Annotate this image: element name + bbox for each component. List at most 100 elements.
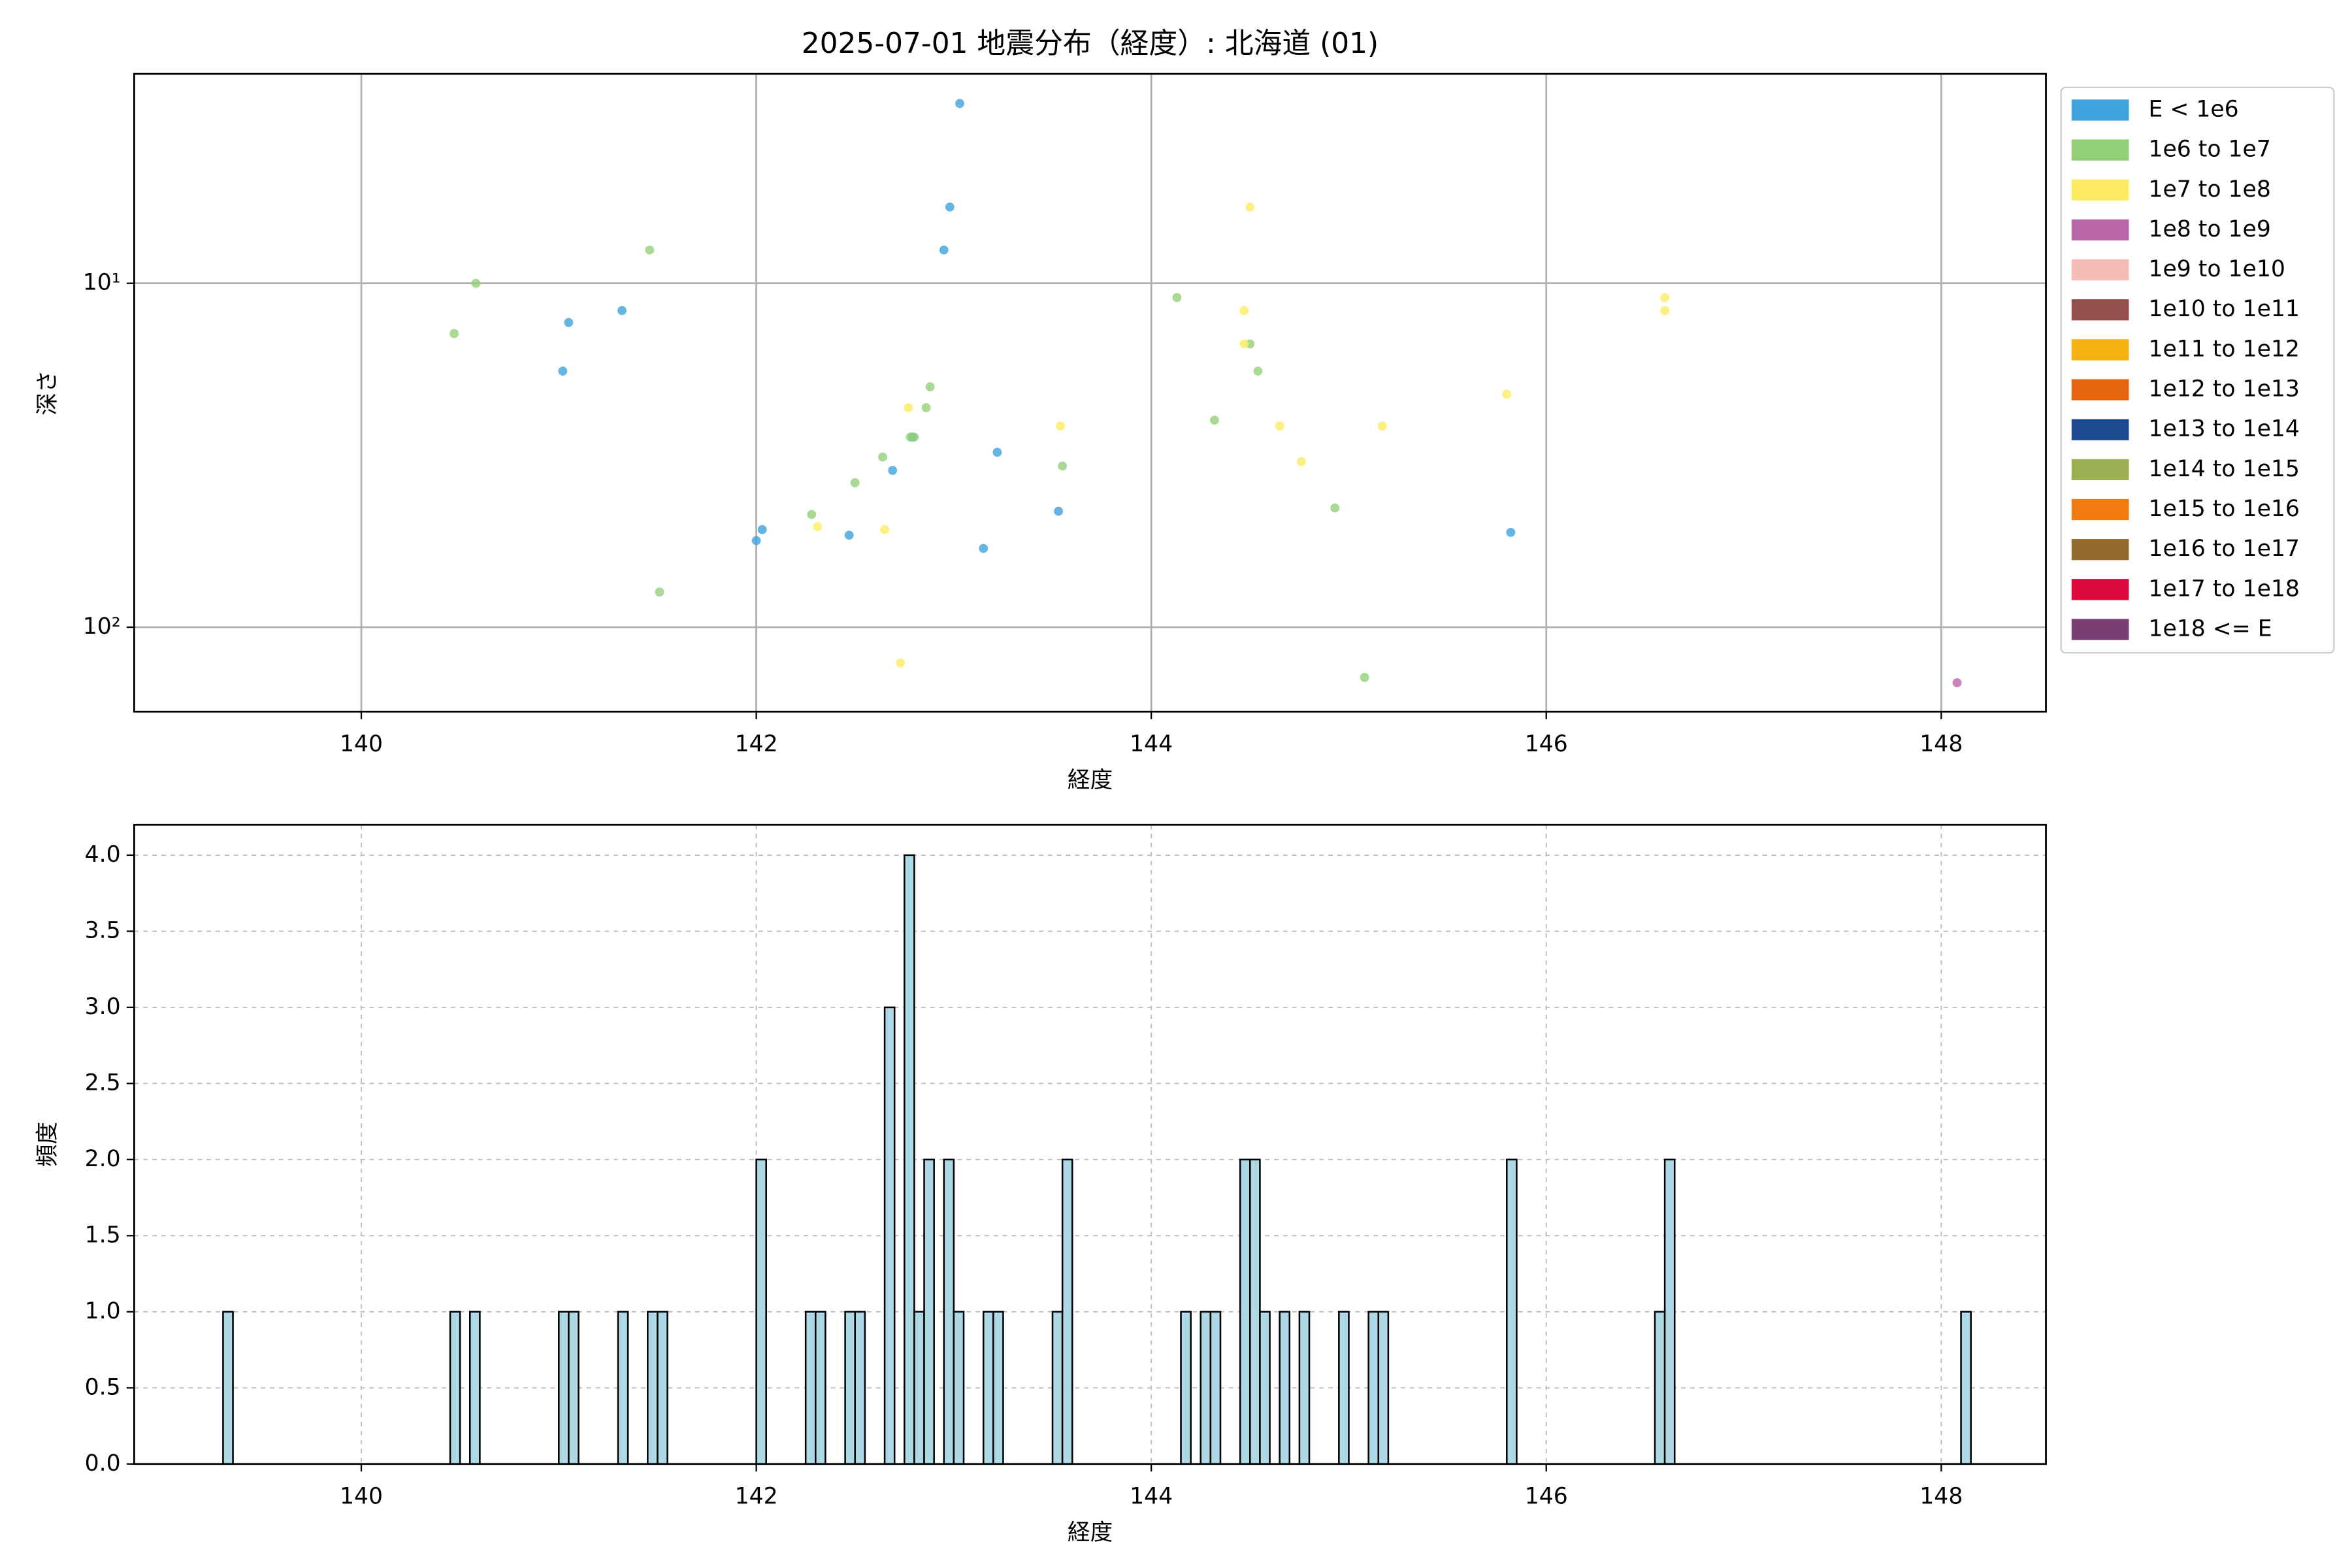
scatter-point [844, 531, 854, 540]
histogram-bar [1239, 1158, 1251, 1465]
scatter-point [1209, 416, 1219, 425]
histogram-bar [657, 1311, 668, 1465]
legend-swatch [2071, 299, 2129, 321]
scatter-point [1275, 421, 1284, 431]
y-tick-label: 10² [83, 613, 121, 640]
scatter-point [617, 306, 627, 316]
scatter-point [896, 658, 906, 668]
histogram-bar [1200, 1311, 1212, 1465]
histogram-bar [568, 1311, 580, 1465]
scatter-point [655, 587, 664, 597]
histogram-bar [222, 1311, 234, 1465]
scatter-point [449, 329, 459, 338]
histogram-bar [992, 1311, 1004, 1465]
x-tick-label: 140 [340, 1484, 383, 1510]
scatter-point [1245, 202, 1255, 212]
scatter-point [1952, 678, 1962, 687]
legend-swatch [2071, 379, 2129, 400]
x-tick-label: 142 [735, 1484, 778, 1510]
legend-label: 1e13 to 1e14 [2148, 416, 2299, 442]
scatter-point [888, 466, 898, 475]
y-tick-label: 3.0 [85, 994, 121, 1020]
scatter-point [925, 382, 935, 392]
scatter-point [1296, 457, 1306, 466]
scatter-point [813, 522, 823, 532]
x-axis-label: 経度 [1068, 767, 1113, 793]
scatter-point [1056, 421, 1066, 431]
scatter-point [1239, 306, 1249, 316]
histogram-bar [804, 1311, 817, 1465]
legend-label: 1e9 to 1e10 [2148, 256, 2285, 282]
histogram-bar [1960, 1311, 1972, 1465]
legend-label: E < 1e6 [2148, 96, 2238, 122]
y-axis-label: 深さ [35, 370, 61, 416]
y-tick-label: 0.5 [85, 1374, 121, 1400]
y-tick-label: 1.0 [85, 1298, 121, 1324]
histogram-bar [1367, 1311, 1380, 1465]
scatter-point [807, 510, 817, 519]
scatter-point [757, 525, 767, 534]
histogram-bar [854, 1311, 866, 1465]
histogram-bar [1259, 1311, 1271, 1465]
x-tick-label: 146 [1525, 731, 1568, 757]
scatter-point [1360, 672, 1369, 682]
plot-frame [133, 73, 2047, 713]
x-tick-label: 148 [1919, 731, 1963, 757]
y-tick-label: 10¹ [83, 270, 121, 296]
histogram-bar [1209, 1311, 1222, 1465]
legend-label: 1e18 <= E [2148, 615, 2272, 642]
y-tick-label: 4.0 [85, 841, 121, 868]
histogram-bar [904, 854, 915, 1465]
chart-title: 2025-07-01 地震分布（経度）: 北海道 (01) [802, 27, 1379, 60]
x-tick-label: 148 [1919, 1484, 1963, 1510]
scatter-point [939, 245, 949, 255]
plot-frame [133, 823, 2047, 1465]
legend-swatch [2071, 99, 2129, 121]
histogram-bar [647, 1311, 659, 1465]
histogram-bar [1279, 1311, 1291, 1465]
histogram-bar [913, 1311, 925, 1465]
scatter-point [558, 367, 568, 376]
legend-label: 1e6 to 1e7 [2148, 137, 2270, 163]
histogram-bar [469, 1311, 481, 1465]
histogram-bar [1377, 1311, 1390, 1465]
histogram-bar [558, 1311, 570, 1465]
legend-swatch [2071, 619, 2129, 640]
scatter-point [471, 278, 481, 288]
scatter-point [1377, 421, 1387, 431]
scatter-point [1253, 367, 1263, 376]
scatter-point [880, 525, 890, 534]
scatter-point [1502, 389, 1512, 399]
histogram-bar [883, 1006, 896, 1465]
scatter-point [909, 433, 919, 442]
x-tick-label: 142 [735, 731, 778, 757]
histogram-bar [1338, 1311, 1350, 1465]
legend-label: 1e8 to 1e9 [2148, 216, 2270, 242]
scatter-point [1054, 506, 1064, 516]
scatter-point [1172, 293, 1182, 302]
legend-swatch [2071, 219, 2129, 241]
legend-swatch [2071, 339, 2129, 361]
scatter-point [1058, 461, 1068, 471]
histogram-bar [755, 1158, 767, 1465]
scatter-point [1660, 306, 1670, 316]
legend-label: 1e14 to 1e15 [2148, 456, 2299, 482]
x-tick-label: 140 [340, 731, 383, 757]
scatter-point [1506, 527, 1516, 537]
scatter-point [955, 99, 964, 108]
x-tick-label: 146 [1525, 1484, 1568, 1510]
legend-swatch [2071, 539, 2129, 561]
legend-swatch [2071, 419, 2129, 440]
histogram-bar [1663, 1158, 1676, 1465]
histogram-bar [1506, 1158, 1518, 1465]
histogram-bar [1061, 1158, 1073, 1465]
legend-swatch [2071, 579, 2129, 600]
y-tick-label: 3.5 [85, 917, 121, 943]
legend-label: 1e12 to 1e13 [2148, 376, 2299, 402]
legend-label: 1e16 to 1e17 [2148, 536, 2299, 562]
scatter-point [904, 403, 913, 412]
scatter-point [945, 202, 955, 212]
scatter-point [979, 544, 988, 553]
scatter-point [878, 452, 887, 462]
y-axis-label: 頻度 [35, 1122, 61, 1167]
